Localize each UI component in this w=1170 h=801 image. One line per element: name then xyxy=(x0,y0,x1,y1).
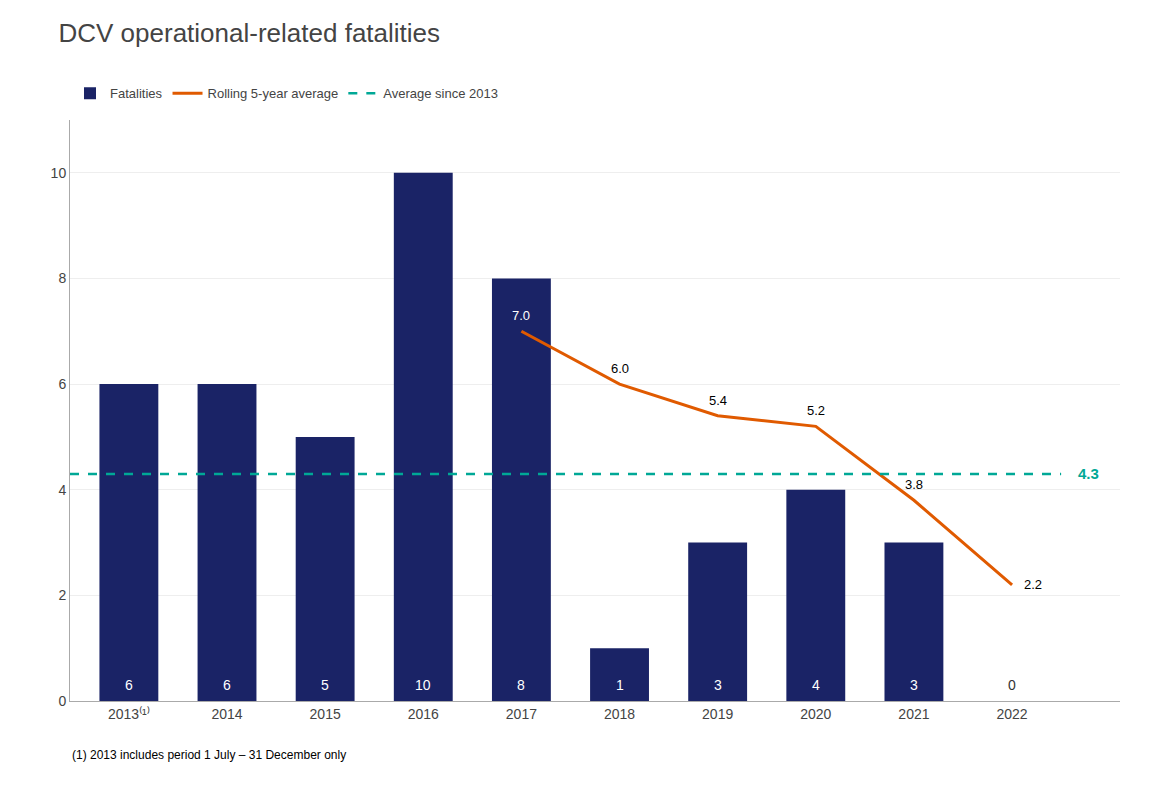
svg-text:2013⁽¹⁾: 2013⁽¹⁾ xyxy=(108,706,150,722)
svg-text:10: 10 xyxy=(51,165,67,181)
svg-text:8: 8 xyxy=(517,677,525,693)
svg-text:2022: 2022 xyxy=(996,706,1027,722)
svg-text:2019: 2019 xyxy=(702,706,733,722)
svg-text:6: 6 xyxy=(223,677,231,693)
svg-text:Rolling 5-year average: Rolling 5-year average xyxy=(208,86,339,101)
svg-text:10: 10 xyxy=(415,677,431,693)
svg-text:4: 4 xyxy=(58,482,66,498)
svg-text:3: 3 xyxy=(910,677,918,693)
svg-text:3: 3 xyxy=(714,677,722,693)
svg-text:2017: 2017 xyxy=(506,706,537,722)
svg-text:3.8: 3.8 xyxy=(905,477,923,492)
svg-text:2015: 2015 xyxy=(310,706,341,722)
svg-text:1: 1 xyxy=(616,677,624,693)
svg-text:2.2: 2.2 xyxy=(1024,577,1042,592)
svg-text:2018: 2018 xyxy=(604,706,635,722)
svg-text:5.4: 5.4 xyxy=(709,393,727,408)
svg-text:6: 6 xyxy=(125,677,133,693)
svg-text:7.0: 7.0 xyxy=(512,308,530,323)
svg-text:4: 4 xyxy=(812,677,820,693)
svg-text:6.0: 6.0 xyxy=(611,361,629,376)
svg-text:0: 0 xyxy=(58,693,66,709)
svg-text:6: 6 xyxy=(58,376,66,392)
svg-text:2020: 2020 xyxy=(800,706,831,722)
svg-text:5: 5 xyxy=(321,677,329,693)
svg-text:DCV operational-related fatali: DCV operational-related fatalities xyxy=(59,18,441,48)
svg-text:5.2: 5.2 xyxy=(807,403,825,418)
svg-text:2016: 2016 xyxy=(408,706,439,722)
svg-text:2: 2 xyxy=(58,587,66,603)
svg-text:4.3: 4.3 xyxy=(1078,465,1099,482)
svg-text:Average since 2013: Average since 2013 xyxy=(383,86,498,101)
svg-text:0: 0 xyxy=(1008,677,1016,693)
svg-text:Fatalities: Fatalities xyxy=(110,86,163,101)
svg-text:8: 8 xyxy=(58,270,66,286)
svg-text:2021: 2021 xyxy=(898,706,929,722)
svg-text:(1) 2013 includes period 1 Jul: (1) 2013 includes period 1 July – 31 Dec… xyxy=(72,748,346,762)
svg-text:2014: 2014 xyxy=(211,706,242,722)
